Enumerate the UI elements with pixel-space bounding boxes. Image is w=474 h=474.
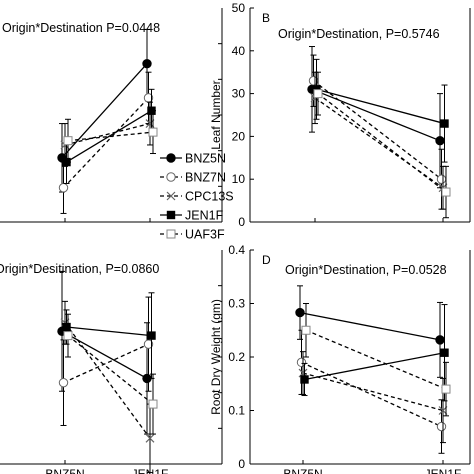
series-line: [299, 311, 441, 341]
marker-p3-s3: [300, 375, 309, 384]
series-line: [314, 97, 444, 189]
p-value-annotation: Origin*Destination, P=0.5746: [278, 27, 440, 41]
marker-x-stroke: [166, 191, 176, 201]
panel-0: Origin*Destination P=0.0448 BNZ5N BNZ7N CPC…: [0, 8, 234, 242]
panel-2: BNZ5NJEN1FDestinationOrigin*Desitination…: [0, 250, 223, 474]
marker-p3-s3: [440, 348, 449, 357]
series-JEN1F: [300, 304, 449, 402]
legend: BNZ5N BNZ7N CPC13S JEN1F UAF3F: [160, 152, 234, 242]
series-BNZ7N: [296, 329, 447, 454]
series-UAF3F: [63, 110, 158, 163]
y-tick-label: 30: [232, 87, 246, 101]
series-BNZ5N: [295, 285, 445, 378]
marker-plegend-s1: [166, 172, 176, 182]
panel-label: B: [262, 11, 270, 25]
marker-p0-s4: [148, 127, 158, 137]
marker-plegend-s0: [166, 153, 176, 163]
series-line: [64, 322, 151, 439]
series-line: [61, 63, 148, 159]
marker-p3-s0: [435, 335, 445, 345]
marker-p2-s1: [58, 377, 69, 388]
p-value-annotation: Origin*Destination, P=0.0528: [285, 263, 447, 277]
series-line: [305, 329, 447, 390]
marker-p0-s4: [63, 136, 73, 146]
series-JEN1F: [62, 292, 156, 379]
marker-plegend-s3: [166, 210, 176, 220]
panel-1: 0 10 20 30 40 50 Leaf Number B Origin*Destinatio…: [209, 1, 471, 229]
marker-p3-s1: [296, 357, 307, 368]
p-value-annotation: Origin*Desitination, P=0.0860: [0, 262, 159, 276]
y-axis-title: Leaf Number: [209, 80, 223, 149]
marker-p0-s1: [58, 183, 69, 193]
series-line: [301, 361, 442, 428]
series-line: [317, 93, 447, 193]
marker-p1-s1: [436, 174, 447, 184]
series-line: [311, 88, 441, 142]
series-line: [67, 131, 154, 142]
series-CPC13S: [298, 351, 448, 444]
marker-p1-s4: [441, 187, 451, 197]
series-CPC13S: [60, 300, 155, 474]
series-BNZ7N: [58, 296, 154, 426]
x-tick-label: BNZ5N: [45, 467, 84, 474]
series-JEN1F: [312, 58, 449, 163]
y-tick-label: 0.4: [228, 243, 245, 257]
marker-p2-s4: [63, 331, 73, 341]
panel-3: 00.10.20.30.4BNZ5NJEN1FDestinationRoot D…: [209, 243, 471, 474]
marker-p2-s3: [147, 331, 156, 340]
marker-p3-s4: [301, 325, 311, 335]
series-line: [66, 110, 152, 163]
y-tick-label: 0: [238, 215, 245, 229]
series-JEN1F: [62, 88, 156, 184]
marker-p2-s2: [145, 433, 155, 443]
series-BNZ7N: [308, 54, 447, 210]
series-BNZ5N: [57, 270, 152, 435]
series-line: [313, 80, 442, 180]
marker-p1-s0: [435, 135, 445, 146]
y-tick-label: 40: [232, 44, 246, 58]
marker-p0-s0: [142, 58, 152, 69]
marker-plegend-s2: [166, 191, 176, 201]
panel-label: D: [262, 253, 271, 267]
legend-label: UAF3F: [185, 228, 225, 242]
marker-p2-s1: [143, 339, 154, 349]
legend-label: CPC13S: [185, 190, 234, 204]
series-BNZ5N: [307, 46, 445, 189]
y-tick-label: 10: [232, 172, 246, 186]
y-tick-label: 0.3: [228, 297, 245, 311]
series-line: [67, 335, 154, 405]
marker-p3-s4: [441, 384, 451, 394]
x-tick-label: JEN1F: [425, 467, 462, 474]
series-UAF3F: [63, 313, 158, 435]
y-tick-label: 0.2: [228, 350, 245, 364]
legend-label: BNZ7N: [185, 171, 226, 185]
series-UAF3F: [313, 71, 451, 219]
x-tick-label: BNZ5N: [283, 467, 322, 474]
legend-label: BNZ5N: [185, 152, 226, 166]
marker-p1-s4: [313, 89, 323, 99]
series-line: [302, 372, 444, 412]
marker-x-stroke: [145, 433, 155, 443]
y-axis-title: Root Dry Weight (gm): [209, 299, 223, 415]
marker-p3-s1: [436, 421, 447, 432]
legend-label: JEN1F: [185, 209, 224, 223]
series-line: [61, 330, 148, 379]
marker-plegend-s4: [166, 229, 176, 239]
marker-p1-s3: [440, 119, 449, 128]
marker-p2-s4: [148, 399, 158, 409]
series-line: [66, 326, 152, 337]
p-value-annotation: Origin*Destination P=0.0448: [2, 21, 160, 35]
marker-p3-s0: [295, 307, 305, 318]
y-tick-label: 50: [232, 1, 246, 15]
series-line: [63, 343, 149, 384]
series-line: [304, 352, 445, 381]
series-line: [64, 122, 151, 146]
y-tick-label: 20: [232, 129, 246, 143]
y-tick-label: 0: [238, 457, 245, 471]
series-UAF3F: [301, 303, 451, 417]
marker-p2-s3: [62, 322, 71, 332]
series-line: [316, 88, 445, 125]
y-tick-label: 0.1: [228, 404, 245, 418]
